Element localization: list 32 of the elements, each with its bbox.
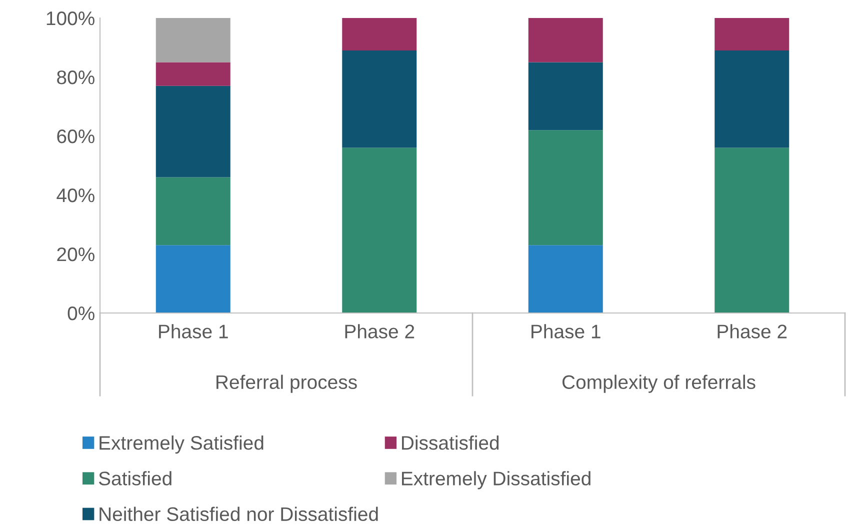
y-tick-label: 20% — [57, 247, 94, 262]
x-tick-label: Phase 1 — [159, 324, 228, 338]
y-tick-label: 80% — [57, 70, 94, 84]
text: Referral process — [216, 374, 357, 393]
bar — [156, 18, 230, 62]
x-tick-label: Phase 1 — [532, 324, 600, 338]
bar — [528, 130, 603, 246]
bar — [714, 50, 790, 148]
bar — [342, 148, 417, 313]
y-tick-label: 40% — [56, 188, 94, 202]
x-tick-label: Phase 2 — [345, 324, 414, 338]
bar — [156, 245, 230, 313]
bar — [528, 18, 603, 62]
bar — [714, 18, 790, 50]
bar — [528, 62, 603, 130]
x-tick-label: Phase 2 — [718, 324, 787, 338]
bar — [156, 177, 230, 246]
legend-label: Extremely Dissatisfied — [402, 471, 590, 490]
legend-label: Dissatisfied — [402, 436, 499, 450]
bar — [528, 245, 603, 313]
bar — [156, 86, 230, 178]
bar — [342, 50, 417, 148]
y-tick-label: 100% — [46, 11, 94, 26]
legend-label: Extremely Satisfied — [100, 436, 264, 454]
y-tick-label: 60% — [57, 129, 94, 144]
bar — [714, 148, 790, 313]
y-tick-label: 0% — [68, 306, 94, 320]
bar — [342, 18, 417, 50]
text: Complexity of referrals — [562, 374, 756, 393]
bar — [156, 62, 230, 86]
legend-label: Neither Satisfied nor Dissatisfied — [100, 506, 378, 522]
legend-label: Satisfied — [98, 471, 172, 486]
